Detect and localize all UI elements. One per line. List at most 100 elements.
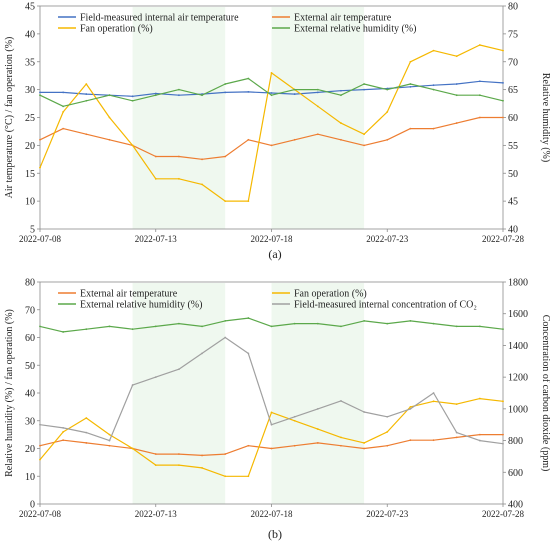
data-point-0-0-8 xyxy=(224,91,227,94)
y-left-tick-label: 25 xyxy=(25,113,35,124)
data-point-1-2-9 xyxy=(247,317,250,319)
data-point-0-2-16 xyxy=(409,60,412,63)
shaded-period-1-1 xyxy=(271,283,365,504)
y-right-tick-label: 80 xyxy=(508,2,518,13)
data-point-1-0-18 xyxy=(455,436,458,439)
data-point-0-2-12 xyxy=(316,105,319,108)
data-point-0-3-9 xyxy=(247,77,250,80)
data-point-1-3-6 xyxy=(178,368,180,371)
legend-label-0-2: Fan operation (%) xyxy=(80,24,153,35)
data-point-1-2-14 xyxy=(363,319,365,322)
data-point-0-1-5 xyxy=(154,155,157,158)
data-point-1-3-19 xyxy=(478,439,481,442)
legend-label-0-1: External air temperature xyxy=(294,13,392,24)
data-point-1-0-0 xyxy=(39,444,41,447)
data-point-0-3-19 xyxy=(478,94,481,97)
data-point-1-0-1 xyxy=(62,439,65,442)
data-point-0-3-5 xyxy=(154,94,157,97)
y-left-tick-label: 10 xyxy=(25,472,35,483)
caption-a: (a) xyxy=(268,247,282,261)
y-right-tick-label: 1000 xyxy=(508,404,528,415)
data-point-1-0-9 xyxy=(247,444,250,447)
data-point-1-2-3 xyxy=(108,325,111,328)
data-point-1-0-15 xyxy=(386,444,389,447)
data-point-0-1-6 xyxy=(178,155,180,158)
data-point-0-3-0 xyxy=(39,94,41,97)
data-point-0-1-7 xyxy=(201,158,203,161)
y-right-tick-label: 1800 xyxy=(508,278,528,289)
data-point-0-1-3 xyxy=(108,138,111,141)
data-point-1-3-2 xyxy=(85,431,88,434)
data-point-0-3-13 xyxy=(340,94,342,97)
data-point-1-3-1 xyxy=(62,426,65,429)
y-left-axis-label: Relative humidity (%) / fan operation (%… xyxy=(4,309,15,477)
data-point-0-0-0 xyxy=(39,91,41,94)
y-right-tick-label: 400 xyxy=(508,500,523,511)
data-point-0-1-1 xyxy=(62,127,65,130)
data-point-1-3-18 xyxy=(455,431,458,434)
data-point-1-1-3 xyxy=(108,433,111,436)
data-point-0-0-10 xyxy=(270,92,273,94)
y-left-tick-label: 20 xyxy=(25,141,35,152)
data-point-1-3-14 xyxy=(363,411,365,413)
data-point-0-0-6 xyxy=(178,94,180,97)
data-point-1-3-12 xyxy=(316,407,319,410)
data-point-1-1-0 xyxy=(39,458,41,461)
data-point-1-1-9 xyxy=(247,475,250,478)
data-point-1-2-16 xyxy=(409,319,412,322)
y-right-tick-label: 65 xyxy=(508,85,518,96)
data-point-1-1-15 xyxy=(386,430,389,433)
legend-label-1-0: External air temperature xyxy=(80,289,178,300)
data-point-1-2-7 xyxy=(201,325,203,328)
legend-label-0-3: External relative humidity (%) xyxy=(294,24,416,35)
data-point-1-1-1 xyxy=(62,430,65,433)
data-point-1-1-7 xyxy=(201,467,203,469)
data-point-0-1-10 xyxy=(270,144,273,147)
data-point-0-1-8 xyxy=(224,155,227,158)
data-point-0-2-3 xyxy=(108,116,111,119)
x-tick-label: 2022-07-08 xyxy=(19,234,61,244)
data-point-0-3-7 xyxy=(201,94,203,97)
shaded-period-0-0 xyxy=(132,7,226,229)
data-point-0-1-13 xyxy=(340,138,342,141)
data-point-1-1-11 xyxy=(293,419,296,422)
x-tick-label: 2022-07-18 xyxy=(251,234,293,244)
data-point-1-3-7 xyxy=(201,352,203,355)
data-point-1-2-6 xyxy=(178,322,180,325)
data-point-0-2-14 xyxy=(363,133,365,136)
data-point-0-3-10 xyxy=(270,94,273,97)
y-right-tick-label: 1200 xyxy=(508,373,528,384)
data-point-1-2-0 xyxy=(39,325,41,328)
data-point-1-0-12 xyxy=(316,442,319,444)
data-point-0-1-18 xyxy=(455,122,458,124)
data-point-1-1-12 xyxy=(316,428,319,430)
y-left-tick-label: 40 xyxy=(25,389,35,400)
y-right-tick-label: 40 xyxy=(508,225,518,236)
data-point-0-0-14 xyxy=(363,88,365,91)
shaded-period-1-0 xyxy=(132,283,226,504)
data-point-1-0-20 xyxy=(502,433,504,436)
data-point-1-0-11 xyxy=(293,444,296,447)
data-point-1-0-3 xyxy=(108,444,111,447)
data-point-0-1-19 xyxy=(478,116,481,119)
data-point-0-1-0 xyxy=(39,138,41,141)
caption-b: (b) xyxy=(268,527,282,541)
y-right-axis-label: Concentration of carbon dioxide (ppm) xyxy=(540,315,550,472)
data-point-1-2-15 xyxy=(386,322,389,325)
data-point-0-0-2 xyxy=(85,93,88,95)
y-left-tick-label: 45 xyxy=(25,2,35,13)
data-point-1-3-4 xyxy=(131,384,134,386)
data-point-0-0-13 xyxy=(340,89,342,92)
data-point-1-1-13 xyxy=(340,436,342,439)
y-left-axis-label: Air temperature (°C) / fan operation (%) xyxy=(4,37,15,199)
data-point-1-2-5 xyxy=(154,325,157,328)
data-point-1-3-10 xyxy=(270,423,273,426)
data-point-1-2-17 xyxy=(432,322,435,325)
x-tick-label: 2022-07-13 xyxy=(135,509,177,519)
data-point-1-2-19 xyxy=(478,325,481,328)
data-point-1-2-11 xyxy=(293,322,296,325)
data-point-0-3-11 xyxy=(293,88,296,91)
data-point-0-2-9 xyxy=(247,200,250,203)
data-point-0-1-14 xyxy=(363,144,365,147)
